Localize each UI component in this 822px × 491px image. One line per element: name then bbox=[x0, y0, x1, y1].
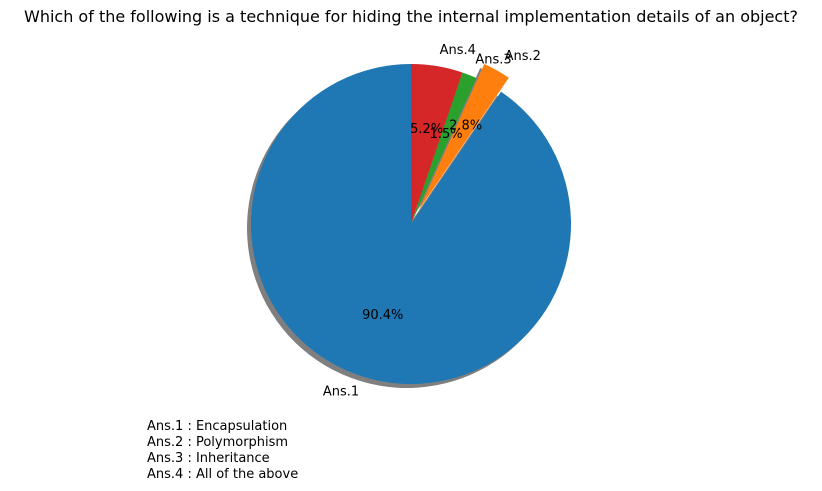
answer-key-line-1: Ans.1 : Encapsulation bbox=[147, 419, 287, 434]
slice-percent-ans-4: 5.2% bbox=[410, 122, 443, 137]
pie-slice-ans-3 bbox=[411, 72, 477, 224]
slice-label-ans-1: Ans.1 bbox=[323, 385, 359, 400]
answer-key-line-3: Ans.3 : Inheritance bbox=[147, 451, 270, 466]
slice-label-ans-2: Ans.2 bbox=[505, 49, 541, 64]
slice-percent-ans-3: 1.5% bbox=[430, 127, 463, 142]
pie-slice-ans-1 bbox=[250, 64, 572, 385]
pie-slice-ans-2 bbox=[418, 64, 509, 211]
chart-title: Which of the following is a technique fo… bbox=[24, 7, 798, 26]
answer-key-line-4: Ans.4 : All of the above bbox=[147, 467, 298, 482]
pie-slice-ans-4 bbox=[411, 64, 463, 224]
pie-slices bbox=[250, 64, 572, 385]
answer-key-line-2: Ans.2 : Polymorphism bbox=[147, 435, 288, 450]
answer-key: Ans.1 : Encapsulation Ans.2 : Polymorphi… bbox=[147, 419, 298, 482]
slice-label-ans-3: Ans.3 bbox=[475, 53, 511, 68]
slice-labels: Ans.1 90.4% Ans.2 2.8% Ans.3 1.5% Ans.4 5.2% bbox=[323, 43, 541, 400]
slice-percent-ans-2: 2.8% bbox=[449, 119, 482, 134]
slice-label-ans-4: Ans.4 bbox=[440, 43, 476, 58]
slice-percent-ans-1: 90.4% bbox=[362, 308, 403, 323]
